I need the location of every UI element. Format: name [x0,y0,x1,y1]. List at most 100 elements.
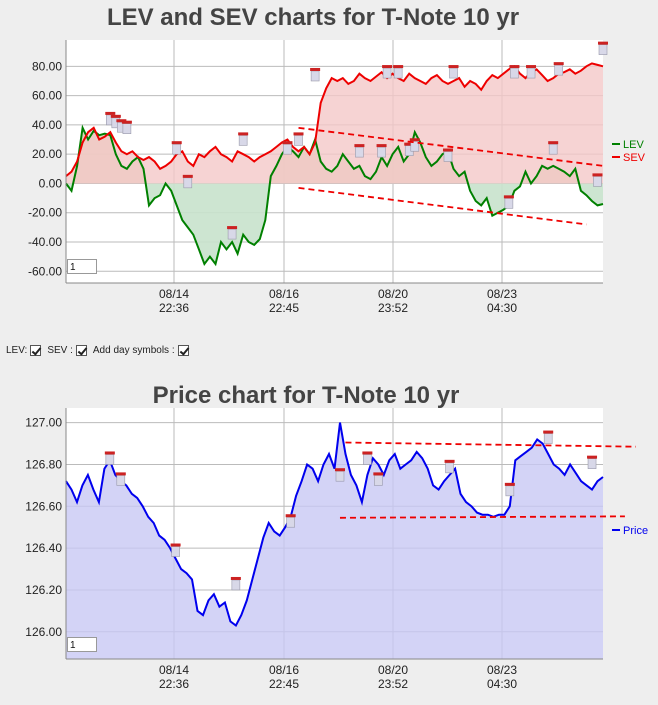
y-tick-label: 126.20 [25,583,62,597]
day-symbol-cap [393,65,404,69]
day-symbol-cap [509,65,520,69]
day-symbol [587,455,598,469]
day-symbol-cap [310,67,321,71]
day-symbol-body [382,67,392,79]
top-zoom-input[interactable]: 1 [67,259,97,274]
day-symbol-body [374,475,383,486]
day-symbol [373,472,384,486]
day-symbol [170,543,181,557]
y-tick-label: 0.00 [39,176,63,190]
day-symbols-checkbox-label: Add day symbols : [92,345,175,356]
day-symbol-cap [504,482,515,486]
y-tick-label: 80.00 [32,59,62,73]
lev-checkbox[interactable] [30,345,42,356]
x-tick-date: 08/14 [159,287,189,301]
day-symbol-body [598,44,608,55]
day-symbol-cap [362,451,373,455]
series-fill [66,422,603,659]
day-symbol-cap [104,451,115,455]
day-symbol [548,141,559,155]
x-tick-date: 08/20 [378,287,408,301]
day-symbol-body [355,146,364,158]
day-symbol-body [183,177,193,189]
day-symbol-cap [592,173,603,177]
series-line-price [65,422,604,628]
day-symbol [354,144,365,158]
x-tick-time: 23:52 [378,677,408,691]
chart-title: Price chart for T-Note 10 yr [153,382,460,409]
day-symbol [448,65,459,79]
lev-checkbox-label: LEV: [6,345,28,356]
day-symbol-cap [171,141,182,145]
day-symbol [334,468,345,482]
day-symbol-body [593,176,602,187]
day-symbols-checkbox[interactable] [177,345,189,356]
day-symbol-cap [115,472,126,476]
day-symbol-body [363,454,372,465]
day-symbol-body [294,135,303,146]
day-symbol [310,67,321,82]
day-symbol-body [554,64,564,76]
day-symbol-cap [444,459,455,463]
sev-checkbox[interactable] [75,345,87,356]
day-symbol-cap [116,119,127,123]
day-symbol [543,430,554,444]
y-tick-label: -60.00 [28,264,62,278]
day-symbol [227,226,238,240]
bottom-zoom-input[interactable]: 1 [67,637,97,652]
y-tick-label: 40.00 [32,118,62,132]
day-symbol-body [443,151,453,162]
day-symbol-cap [382,65,393,69]
y-tick-label: 126.60 [25,499,62,513]
day-symbol-cap [548,141,559,145]
y-tick-label: 127.00 [25,416,62,430]
day-symbol-body [377,146,386,158]
day-symbol-body [543,433,553,444]
day-symbol-body [227,228,237,240]
day-symbol [115,472,126,486]
x-tick-date: 08/14 [159,663,189,677]
day-symbol-body [445,462,454,474]
day-symbol-cap [404,142,415,146]
day-symbol [444,459,455,474]
day-symbol-body [122,123,132,134]
day-symbol-cap [543,430,554,434]
y-tick-label: 60.00 [32,89,62,103]
day-symbol-body [171,546,180,557]
day-symbol-cap [293,132,304,136]
day-symbol [382,65,393,79]
day-symbol [509,65,520,79]
x-tick-date: 08/23 [487,287,517,301]
x-tick-date: 08/16 [269,663,299,677]
day-symbol-cap [105,111,116,115]
day-symbol [526,65,537,79]
day-symbol-cap [170,543,181,547]
series-fill-negative [66,183,603,264]
day-symbol-cap [227,226,238,230]
day-symbol-body [510,67,519,79]
day-symbol-body [548,143,558,155]
day-symbol-cap [121,120,132,124]
day-symbol-cap [373,472,384,476]
x-tick-time: 22:45 [269,677,299,691]
y-tick-label: 20.00 [32,147,62,161]
day-symbol-body [116,475,126,486]
day-symbol-cap [376,144,387,148]
day-symbol-cap [409,138,420,142]
x-tick-time: 22:36 [159,677,189,691]
day-symbol [442,148,453,162]
day-symbol-cap [110,114,121,118]
day-symbol-cap [553,62,564,66]
day-symbol-body [238,135,248,146]
sev-checkbox-label: SEV : [47,345,73,356]
x-tick-time: 04:30 [487,677,517,691]
day-symbol-cap [503,195,514,199]
day-symbol-cap [182,174,193,178]
day-symbol [282,141,293,155]
day-symbol-body [172,143,182,155]
day-symbol-cap [334,468,345,472]
day-symbol-body [526,67,536,79]
x-tick-date: 08/16 [269,287,299,301]
day-symbol [504,482,515,497]
day-symbol-body [449,67,458,79]
